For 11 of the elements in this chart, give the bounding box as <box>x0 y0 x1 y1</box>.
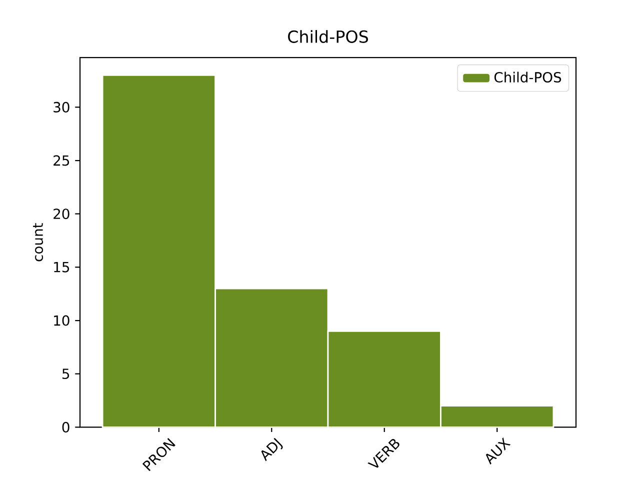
y-tick-label: 5 <box>62 368 70 380</box>
y-tick-label: 30 <box>54 102 70 112</box>
y-tick-label: 0 <box>62 422 70 432</box>
x-tick-label: ADJ <box>261 438 283 462</box>
chart-title: Child-POS <box>288 30 368 43</box>
y-tick-label: 20 <box>54 208 70 220</box>
legend-label: Child-POS <box>494 72 562 83</box>
y-tick-label: 25 <box>54 155 70 166</box>
y-tick-label: 10 <box>54 315 70 326</box>
y-tick-label: 15 <box>54 262 70 272</box>
y-axis-title: count <box>33 223 44 262</box>
